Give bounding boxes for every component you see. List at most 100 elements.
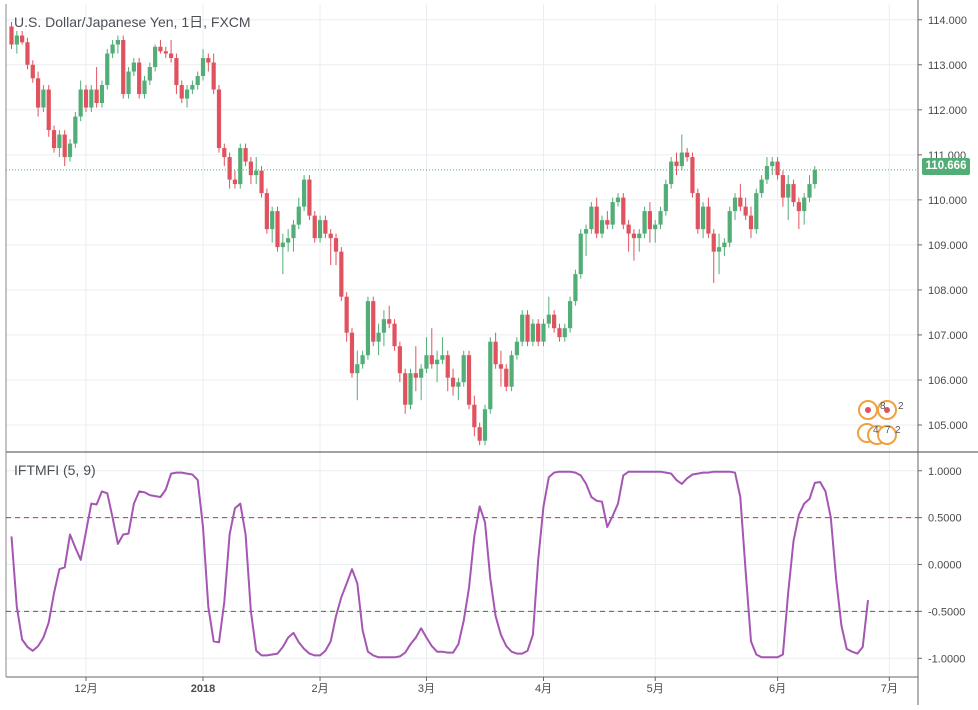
candle: [738, 184, 743, 212]
candle-body: [195, 76, 200, 86]
candle: [296, 197, 301, 230]
candle: [147, 62, 152, 86]
candle-body: [690, 157, 695, 194]
candle-body: [812, 169, 817, 185]
candle: [743, 197, 748, 221]
candle: [14, 31, 19, 54]
candle: [695, 188, 700, 234]
candle: [435, 350, 440, 383]
candle-body: [243, 148, 248, 162]
candle-body: [695, 193, 700, 230]
candle: [552, 310, 557, 333]
candle: [397, 341, 402, 383]
economic-events-icon[interactable]: 8 2 4 7 2: [855, 400, 905, 450]
candle-body: [674, 161, 679, 167]
candle-body: [232, 179, 238, 185]
candle-body: [264, 193, 269, 230]
candle-body: [376, 332, 381, 342]
candle: [732, 193, 738, 221]
candle-body: [642, 211, 647, 234]
time-tick-label: 5月: [647, 683, 664, 695]
candle-body: [637, 233, 642, 239]
candle: [413, 346, 418, 392]
candle: [275, 206, 280, 252]
indicator-title: IFTMFI (5, 9): [14, 462, 96, 478]
candle: [179, 80, 184, 104]
candle-body: [520, 314, 525, 342]
candle-body: [525, 314, 530, 342]
price-tick-label: 113.000: [928, 60, 967, 72]
candle: [509, 350, 514, 392]
candle-body: [20, 35, 25, 43]
candle-body: [307, 179, 312, 216]
candle: [568, 296, 573, 333]
candle-body: [323, 220, 328, 234]
candle: [775, 157, 780, 180]
candle-body: [67, 143, 73, 158]
candle-body: [408, 373, 413, 405]
time-tick-label: 4月: [535, 683, 552, 695]
candle: [482, 404, 488, 446]
candle: [62, 130, 67, 167]
candle-body: [227, 157, 232, 180]
candle: [583, 224, 589, 257]
candle-body: [291, 224, 296, 239]
candle-body: [126, 71, 131, 95]
candle-body: [685, 152, 690, 158]
candle: [514, 337, 519, 360]
candle-body: [105, 53, 110, 86]
candle: [408, 368, 413, 410]
candle: [562, 323, 567, 342]
candle-body: [413, 373, 418, 378]
candle-body: [445, 355, 450, 378]
time-tick-label: 7月: [881, 683, 898, 695]
candle: [376, 323, 381, 356]
candle-body: [514, 341, 519, 356]
candle-body: [286, 238, 291, 243]
price-tick-label: 108.000: [928, 285, 968, 297]
candle: [701, 202, 706, 239]
candle: [344, 292, 349, 342]
candle: [786, 175, 791, 221]
candle-body: [738, 197, 743, 207]
price-tick-label: 107.000: [928, 330, 968, 342]
candle-body: [83, 89, 89, 108]
candle: [89, 85, 94, 113]
candle: [796, 197, 801, 230]
candle: [243, 143, 248, 167]
candle: [184, 85, 190, 108]
candle-body: [631, 233, 637, 239]
indicator-tick-label: 0.5000: [928, 513, 962, 525]
candle-body: [562, 328, 567, 338]
candle: [333, 233, 339, 266]
candle-body: [110, 44, 115, 54]
candle: [20, 31, 25, 45]
candle: [270, 206, 275, 243]
candle: [770, 157, 775, 176]
candle: [589, 202, 594, 234]
candle-body: [349, 332, 355, 374]
candle: [759, 175, 764, 198]
candle-body: [238, 148, 243, 185]
candle-body: [158, 46, 163, 52]
candle-body: [333, 238, 339, 252]
candle-body: [46, 89, 51, 131]
candle-body: [450, 377, 456, 387]
candle: [658, 206, 663, 230]
candle-body: [669, 161, 674, 185]
candle-body: [163, 51, 168, 54]
candle-body: [732, 197, 738, 212]
candle: [206, 53, 211, 72]
candle: [429, 328, 434, 369]
candle: [536, 319, 541, 347]
candle: [573, 269, 578, 306]
candle-body: [302, 179, 307, 207]
candle: [126, 67, 131, 99]
candle-body: [706, 206, 711, 234]
candle: [525, 310, 530, 347]
candle: [791, 179, 796, 207]
candle-body: [419, 368, 424, 378]
candle: [424, 337, 429, 374]
candle: [291, 220, 296, 252]
